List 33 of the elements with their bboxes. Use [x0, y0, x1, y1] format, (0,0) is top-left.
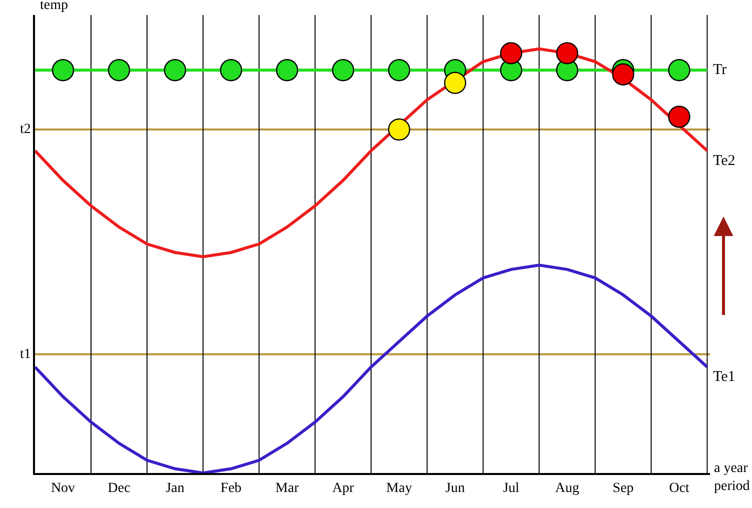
point: [500, 42, 522, 64]
x-tick-label: Mar: [275, 480, 300, 496]
point: [668, 106, 690, 128]
point: [612, 63, 634, 86]
series-label: Te2: [713, 153, 736, 169]
point: [332, 59, 354, 82]
x-tick-label: Oct: [669, 480, 690, 496]
ref-line-label: t2: [20, 122, 31, 137]
point: [108, 59, 130, 82]
point: [388, 118, 410, 141]
series-label: Tr: [713, 62, 727, 78]
y-axis-title: temp: [40, 0, 68, 13]
x-tick-label: Aug: [555, 480, 580, 496]
point: [556, 42, 578, 64]
point: [52, 59, 74, 82]
x-tick-label: Dec: [108, 480, 130, 496]
x-tick-label: May: [386, 480, 412, 496]
point: [276, 59, 298, 82]
x-tick-label: Jun: [445, 480, 465, 496]
ref-line-label: t1: [20, 347, 31, 362]
x-tick-label: Feb: [220, 480, 242, 496]
point: [444, 72, 466, 94]
series-label: Te1: [713, 369, 736, 385]
point: [220, 59, 242, 82]
x-tick-label: Nov: [50, 480, 76, 496]
point: [668, 59, 690, 82]
x-tick-label: Sep: [612, 480, 634, 496]
x-tick-label: Jan: [166, 480, 184, 496]
point: [388, 59, 410, 82]
x-tick-label: Jul: [502, 480, 520, 496]
point: [164, 59, 186, 82]
x-tick-label: Apr: [332, 480, 354, 496]
x-axis-title: a year period: [714, 461, 750, 494]
